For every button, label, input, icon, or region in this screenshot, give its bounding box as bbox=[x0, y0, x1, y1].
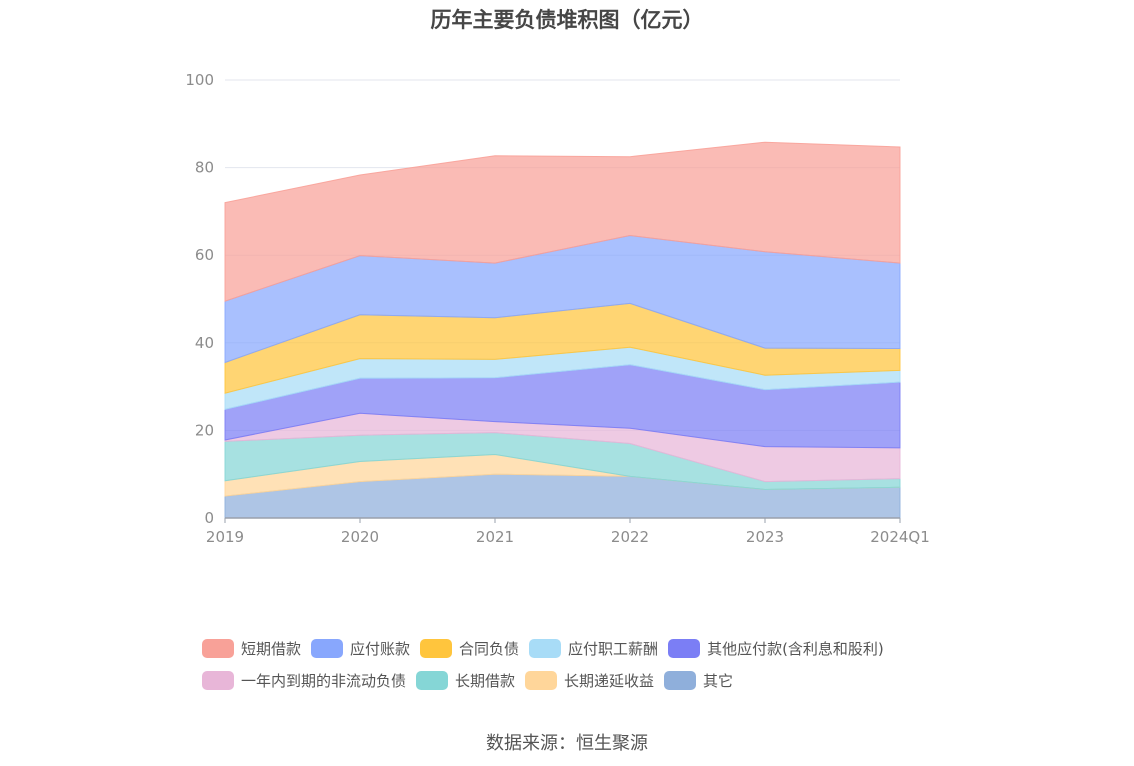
legend-swatch bbox=[420, 638, 453, 658]
legend-item[interactable]: 短期借款 bbox=[202, 638, 301, 659]
legend-swatch bbox=[416, 670, 449, 690]
x-tick-label: 2022 bbox=[611, 528, 649, 546]
legend-label: 其它 bbox=[703, 671, 734, 690]
legend-swatch bbox=[202, 638, 234, 658]
legend-swatch bbox=[202, 670, 234, 690]
legend-label: 一年内到期的非流动负债 bbox=[241, 671, 407, 690]
legend-label: 应付职工薪酬 bbox=[568, 639, 659, 658]
x-tick-label: 2020 bbox=[341, 528, 379, 546]
legend-label: 长期递延收益 bbox=[564, 671, 655, 690]
legend-swatch bbox=[668, 638, 701, 658]
legend-label: 其他应付款(含利息和股利) bbox=[707, 639, 884, 658]
y-tick-label: 80 bbox=[195, 159, 214, 177]
x-tick-label: 2023 bbox=[746, 528, 784, 546]
legend-item[interactable]: 一年内到期的非流动负债 bbox=[202, 670, 406, 691]
stacked-area-chart: 2019 2020 2021 2022 2023 2024Q1 0 20 40 60 80 100 bbox=[185, 71, 930, 546]
legend-swatch bbox=[311, 638, 344, 658]
legend-label: 长期借款 bbox=[455, 671, 516, 690]
y-tick-label: 0 bbox=[204, 509, 214, 527]
legend-item[interactable]: 其它 bbox=[664, 670, 733, 691]
legend-swatch bbox=[525, 670, 558, 690]
legend-label: 短期借款 bbox=[241, 639, 302, 658]
legend-label: 合同负债 bbox=[459, 639, 520, 658]
legend-swatch bbox=[529, 638, 562, 658]
y-tick-label: 60 bbox=[195, 246, 214, 264]
y-tick-label: 40 bbox=[195, 334, 214, 352]
data-source: 数据来源：恒生聚源 bbox=[486, 733, 648, 754]
legend-item[interactable]: 应付职工薪酬 bbox=[529, 638, 658, 659]
y-tick-label: 20 bbox=[195, 421, 214, 439]
x-tick-label: 2021 bbox=[476, 528, 514, 546]
area-series bbox=[224, 141, 901, 302]
legend-row: 一年内到期的非流动负债 长期借款 长期递延收益 其它 bbox=[202, 664, 962, 696]
y-tick-label: 100 bbox=[185, 71, 214, 89]
legend-item[interactable]: 应付账款 bbox=[311, 638, 410, 659]
chart-title: 历年主要负债堆积图（亿元） bbox=[430, 8, 704, 32]
legend-item[interactable]: 长期递延收益 bbox=[525, 670, 654, 691]
x-tick-label: 2019 bbox=[206, 528, 244, 546]
legend-label: 应付账款 bbox=[350, 639, 411, 658]
legend-row: 短期借款 应付账款 合同负债 应付职工薪酬 其他应付款(含利息和股利) bbox=[202, 632, 962, 664]
legend-swatch bbox=[664, 670, 697, 690]
chart-legend: 短期借款 应付账款 合同负债 应付职工薪酬 其他应付款(含利息和股利) 一年内到期的非流… bbox=[202, 632, 962, 696]
x-tick-label: 2024Q1 bbox=[870, 528, 930, 546]
legend-item[interactable]: 其他应付款(含利息和股利) bbox=[668, 638, 884, 659]
legend-item[interactable]: 长期借款 bbox=[416, 670, 515, 691]
legend-item[interactable]: 合同负债 bbox=[420, 638, 519, 659]
